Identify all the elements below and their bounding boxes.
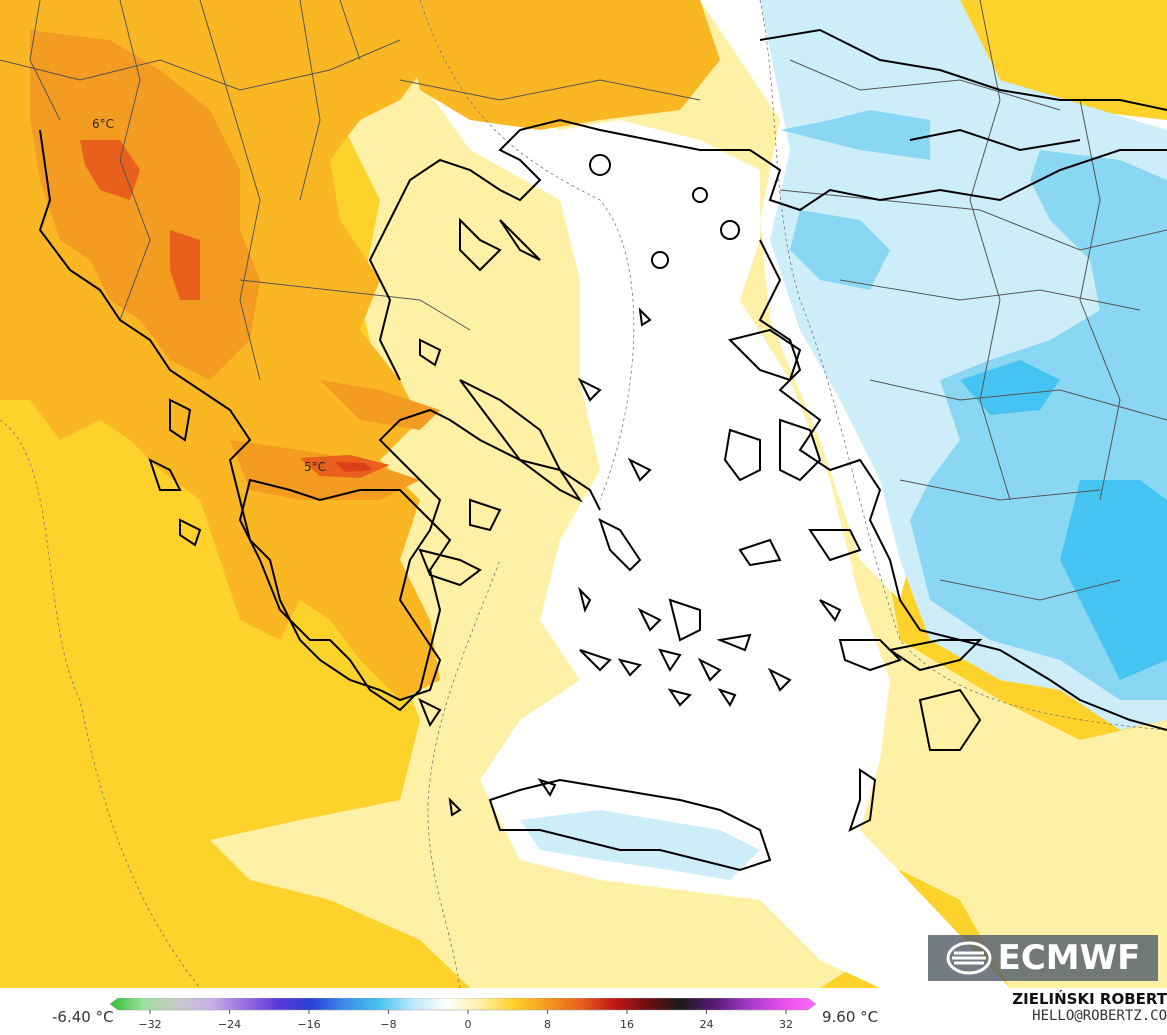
credit-author: ZIELIŃSKI ROBERT	[1012, 990, 1167, 1008]
blue-zone-north	[780, 110, 930, 160]
orange-zone-thrace	[400, 0, 720, 130]
max-temp-label-albania: 6°C	[92, 117, 115, 131]
credit-email: HELLO@ROBERTZ.CO	[1032, 1008, 1167, 1024]
max-temp-label-greece: 5°C	[304, 460, 327, 474]
white-zone	[420, 80, 1010, 988]
country-borders	[0, 0, 1167, 601]
map-canvas	[0, 0, 1167, 988]
color-scale-tick-label: −24	[218, 1018, 241, 1031]
color-scale-tick-label: 8	[544, 1018, 551, 1031]
blue-zone-west	[790, 210, 890, 290]
ecmwf-logo: ECMWF	[928, 935, 1158, 981]
deep-blue-zone	[1060, 480, 1167, 680]
color-scale-bar	[110, 998, 817, 1011]
hot-core-greece-inner	[335, 462, 372, 472]
color-scale-tick-label: 0	[465, 1018, 472, 1031]
legend-min-label: -6.40 °C	[52, 1008, 114, 1026]
legend-max-label: 9.60 °C	[822, 1008, 879, 1026]
hot-core-albania	[80, 140, 140, 200]
color-scale-tick-label: −8	[380, 1018, 396, 1031]
temperature-map: 6°C 5°C ECMWF	[0, 0, 1167, 988]
ecmwf-logo-icon	[946, 941, 992, 975]
color-scale-tick-label: 16	[620, 1018, 634, 1031]
strong-orange-zone	[30, 30, 260, 380]
legend-bar: -6.40 °C −32 −24 −16 −8 0 8 16 24 32 9.60 °C ZIE…	[0, 988, 1167, 1035]
color-scale-tick-label: 32	[779, 1018, 793, 1031]
color-scale-tick-label: −32	[138, 1018, 161, 1031]
color-scale-tick-label: −16	[297, 1018, 320, 1031]
crete-cold-patch	[520, 810, 760, 880]
coastlines	[38, 28, 1167, 872]
hot-core-albania-2	[170, 230, 200, 300]
contour-lines	[0, 0, 1167, 988]
ecmwf-logo-text: ECMWF	[997, 938, 1141, 978]
color-scale: −32 −24 −16 −8 0 8 16 24 32	[110, 998, 817, 1031]
color-scale-ticks: −32 −24 −16 −8 0 8 16 24 32	[138, 1010, 793, 1031]
color-scale-tick-label: 24	[700, 1018, 714, 1031]
